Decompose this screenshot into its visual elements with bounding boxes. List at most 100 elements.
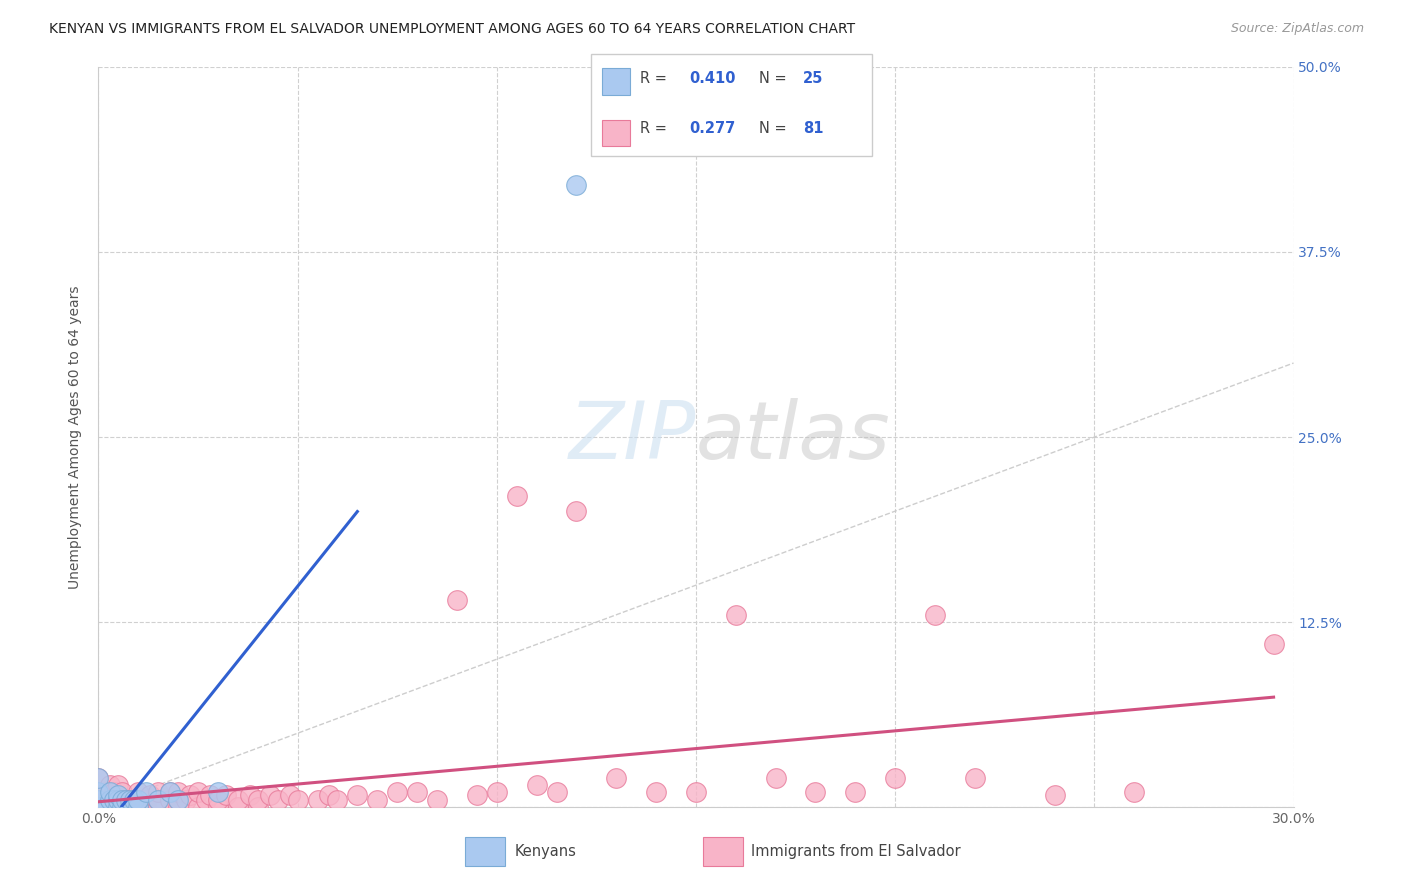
Point bbox=[127, 793, 149, 807]
Point bbox=[924, 607, 946, 622]
Point bbox=[963, 771, 986, 785]
Point bbox=[124, 800, 146, 814]
Point bbox=[107, 778, 129, 792]
Point bbox=[148, 793, 170, 807]
Point bbox=[127, 785, 149, 799]
Point bbox=[506, 489, 529, 503]
Point bbox=[111, 793, 134, 807]
Point bbox=[187, 785, 209, 799]
Point bbox=[1263, 637, 1285, 651]
Point bbox=[98, 778, 122, 792]
Point bbox=[96, 800, 118, 814]
Point bbox=[226, 800, 249, 814]
Text: ZIP: ZIP bbox=[568, 398, 696, 476]
Point bbox=[207, 793, 229, 807]
Point bbox=[135, 793, 157, 807]
Point bbox=[87, 771, 110, 785]
Point bbox=[107, 800, 129, 814]
Point bbox=[765, 771, 787, 785]
Point bbox=[111, 793, 134, 807]
Point bbox=[685, 785, 707, 799]
Point bbox=[198, 789, 221, 803]
Point bbox=[115, 793, 138, 807]
Point bbox=[207, 785, 229, 799]
Point bbox=[195, 793, 218, 807]
Point bbox=[446, 593, 468, 607]
Point bbox=[98, 793, 122, 807]
Point bbox=[135, 800, 157, 814]
Point bbox=[246, 800, 269, 814]
Point bbox=[167, 785, 190, 799]
Point bbox=[87, 771, 110, 785]
Text: atlas: atlas bbox=[696, 398, 891, 476]
Point bbox=[115, 800, 138, 814]
Point bbox=[111, 785, 134, 799]
Point bbox=[135, 785, 157, 799]
Point bbox=[159, 793, 181, 807]
Point bbox=[87, 800, 110, 814]
Point bbox=[107, 800, 129, 814]
Text: R =: R = bbox=[640, 121, 671, 136]
Point bbox=[605, 771, 627, 785]
Point bbox=[120, 800, 142, 814]
Point bbox=[148, 793, 170, 807]
Point bbox=[127, 800, 149, 814]
Point bbox=[139, 789, 162, 803]
Point bbox=[124, 793, 146, 807]
Point bbox=[103, 793, 125, 807]
Point bbox=[1043, 789, 1066, 803]
Point bbox=[167, 800, 190, 814]
Point bbox=[148, 785, 170, 799]
Text: N =: N = bbox=[759, 71, 792, 87]
Point bbox=[278, 789, 301, 803]
Point bbox=[103, 800, 125, 814]
FancyBboxPatch shape bbox=[591, 54, 872, 156]
Point bbox=[326, 793, 349, 807]
Point bbox=[385, 785, 409, 799]
Text: KENYAN VS IMMIGRANTS FROM EL SALVADOR UNEMPLOYMENT AMONG AGES 60 TO 64 YEARS COR: KENYAN VS IMMIGRANTS FROM EL SALVADOR UN… bbox=[49, 22, 855, 37]
Point bbox=[844, 785, 866, 799]
Point bbox=[159, 785, 181, 799]
Point bbox=[159, 785, 181, 799]
Point bbox=[1123, 785, 1146, 799]
Text: Kenyans: Kenyans bbox=[515, 844, 576, 859]
Text: 25: 25 bbox=[803, 71, 823, 87]
Point bbox=[120, 793, 142, 807]
Point bbox=[804, 785, 827, 799]
Point bbox=[167, 793, 190, 807]
Point bbox=[87, 793, 110, 807]
Point bbox=[645, 785, 668, 799]
Point bbox=[96, 800, 118, 814]
Point bbox=[103, 785, 125, 799]
Point bbox=[259, 789, 281, 803]
FancyBboxPatch shape bbox=[602, 120, 630, 145]
Point bbox=[426, 793, 449, 807]
Point bbox=[187, 800, 209, 814]
Point bbox=[174, 793, 197, 807]
Point bbox=[406, 785, 429, 799]
Point bbox=[127, 793, 149, 807]
Point bbox=[267, 793, 290, 807]
Point bbox=[207, 800, 229, 814]
Point bbox=[307, 793, 329, 807]
Point bbox=[120, 800, 142, 814]
Point bbox=[724, 607, 747, 622]
Point bbox=[179, 789, 201, 803]
Point bbox=[239, 789, 262, 803]
FancyBboxPatch shape bbox=[465, 837, 505, 866]
Text: Source: ZipAtlas.com: Source: ZipAtlas.com bbox=[1230, 22, 1364, 36]
Point bbox=[366, 793, 388, 807]
Point bbox=[485, 785, 508, 799]
Point bbox=[120, 793, 142, 807]
Point bbox=[124, 793, 146, 807]
Point bbox=[111, 800, 134, 814]
Text: R =: R = bbox=[640, 71, 671, 87]
Text: Immigrants from El Salvador: Immigrants from El Salvador bbox=[751, 844, 960, 859]
Point bbox=[565, 504, 588, 518]
FancyBboxPatch shape bbox=[602, 69, 630, 95]
Point bbox=[127, 800, 149, 814]
Text: N =: N = bbox=[759, 121, 792, 136]
Point bbox=[526, 778, 548, 792]
Point bbox=[115, 793, 138, 807]
Text: 81: 81 bbox=[803, 121, 824, 136]
